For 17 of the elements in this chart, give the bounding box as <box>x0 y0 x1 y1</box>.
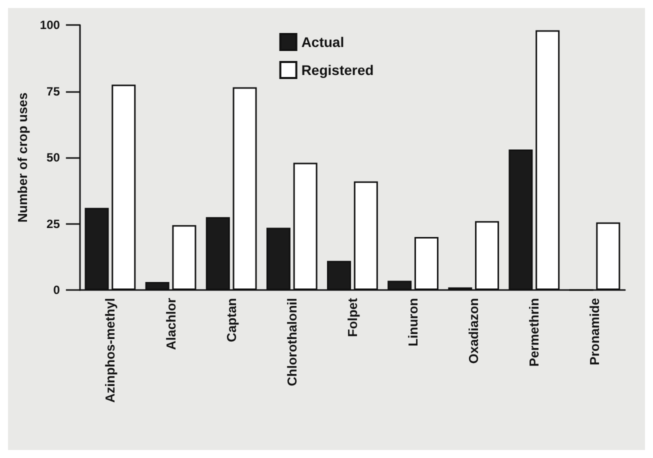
y-tick-label: 50 <box>46 150 60 164</box>
legend-label: Registered <box>301 62 374 78</box>
x-tick-label: Alachlor <box>163 298 178 350</box>
x-tick-label: Pronamide <box>587 298 602 366</box>
x-tick-label: Chlorothalonil <box>284 298 300 386</box>
x-tick-label: Linuron <box>406 298 421 346</box>
x-tick-label: Azinphos-methyl <box>102 298 118 403</box>
y-tick-label: 100 <box>40 18 60 32</box>
x-tick-label: Oxadiazon <box>466 298 482 364</box>
y-tick-label: 75 <box>46 84 60 98</box>
y-axis-title: Number of crop uses <box>15 92 30 223</box>
legend-label: Actual <box>301 34 344 50</box>
y-tick-label: 25 <box>46 216 60 231</box>
x-tick-label: Permethrin <box>526 298 542 367</box>
x-tick-label: Folpet <box>344 297 360 337</box>
x-tick-label: Captan <box>224 298 239 342</box>
y-tick-label: 0 <box>53 283 60 297</box>
